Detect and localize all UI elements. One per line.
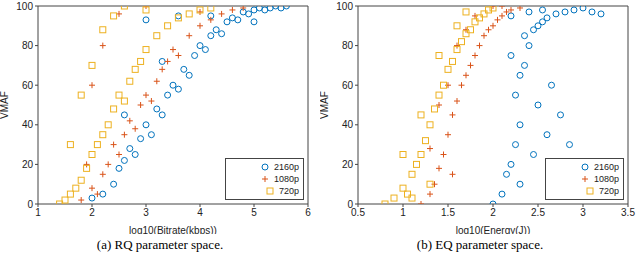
svg-text:40: 40 xyxy=(342,119,354,130)
html-text:1080p: 1080p xyxy=(274,174,299,184)
svg-text:80: 80 xyxy=(22,40,34,51)
svg-text:VMAF: VMAF xyxy=(8,91,10,119)
svg-text:VMAF: VMAF xyxy=(320,91,330,119)
svg-text:5: 5 xyxy=(251,207,257,218)
svg-text:3: 3 xyxy=(143,207,149,218)
svg-text:0: 0 xyxy=(27,199,33,210)
svg-text:20: 20 xyxy=(22,159,34,170)
svg-text:1: 1 xyxy=(400,207,406,218)
html-text:720p: 720p xyxy=(279,186,299,196)
svg-text:2.5: 2.5 xyxy=(531,207,545,218)
svg-text:1.5: 1.5 xyxy=(441,207,455,218)
svg-text:100: 100 xyxy=(16,1,33,12)
svg-text:2: 2 xyxy=(89,207,95,218)
svg-text:log10(Bitrate(kbps)): log10(Bitrate(kbps)) xyxy=(129,225,217,234)
svg-text:6: 6 xyxy=(305,207,311,218)
svg-text:0: 0 xyxy=(347,199,353,210)
html-text:2160p: 2160p xyxy=(274,162,299,172)
svg-text:2: 2 xyxy=(490,207,496,218)
svg-text:40: 40 xyxy=(22,119,34,130)
svg-text:log10(Energy(J)): log10(Energy(J)) xyxy=(456,225,530,234)
svg-text:3: 3 xyxy=(580,207,586,218)
html-text:(a) RQ parameter space.: (a) RQ parameter space. xyxy=(96,237,224,252)
html-text:720p: 720p xyxy=(599,186,619,196)
svg-text:20: 20 xyxy=(342,159,354,170)
svg-text:60: 60 xyxy=(342,80,354,91)
svg-text:1: 1 xyxy=(35,207,41,218)
html-text:1080p: 1080p xyxy=(594,174,619,184)
html-text:2160p: 2160p xyxy=(594,162,619,172)
svg-text:80: 80 xyxy=(342,40,354,51)
svg-text:4: 4 xyxy=(197,207,203,218)
html-text:(b) EQ parameter space.: (b) EQ parameter space. xyxy=(416,237,544,252)
svg-text:0.5: 0.5 xyxy=(351,207,365,218)
svg-text:100: 100 xyxy=(336,1,353,12)
svg-text:3.5: 3.5 xyxy=(621,207,632,218)
svg-text:60: 60 xyxy=(22,80,34,91)
